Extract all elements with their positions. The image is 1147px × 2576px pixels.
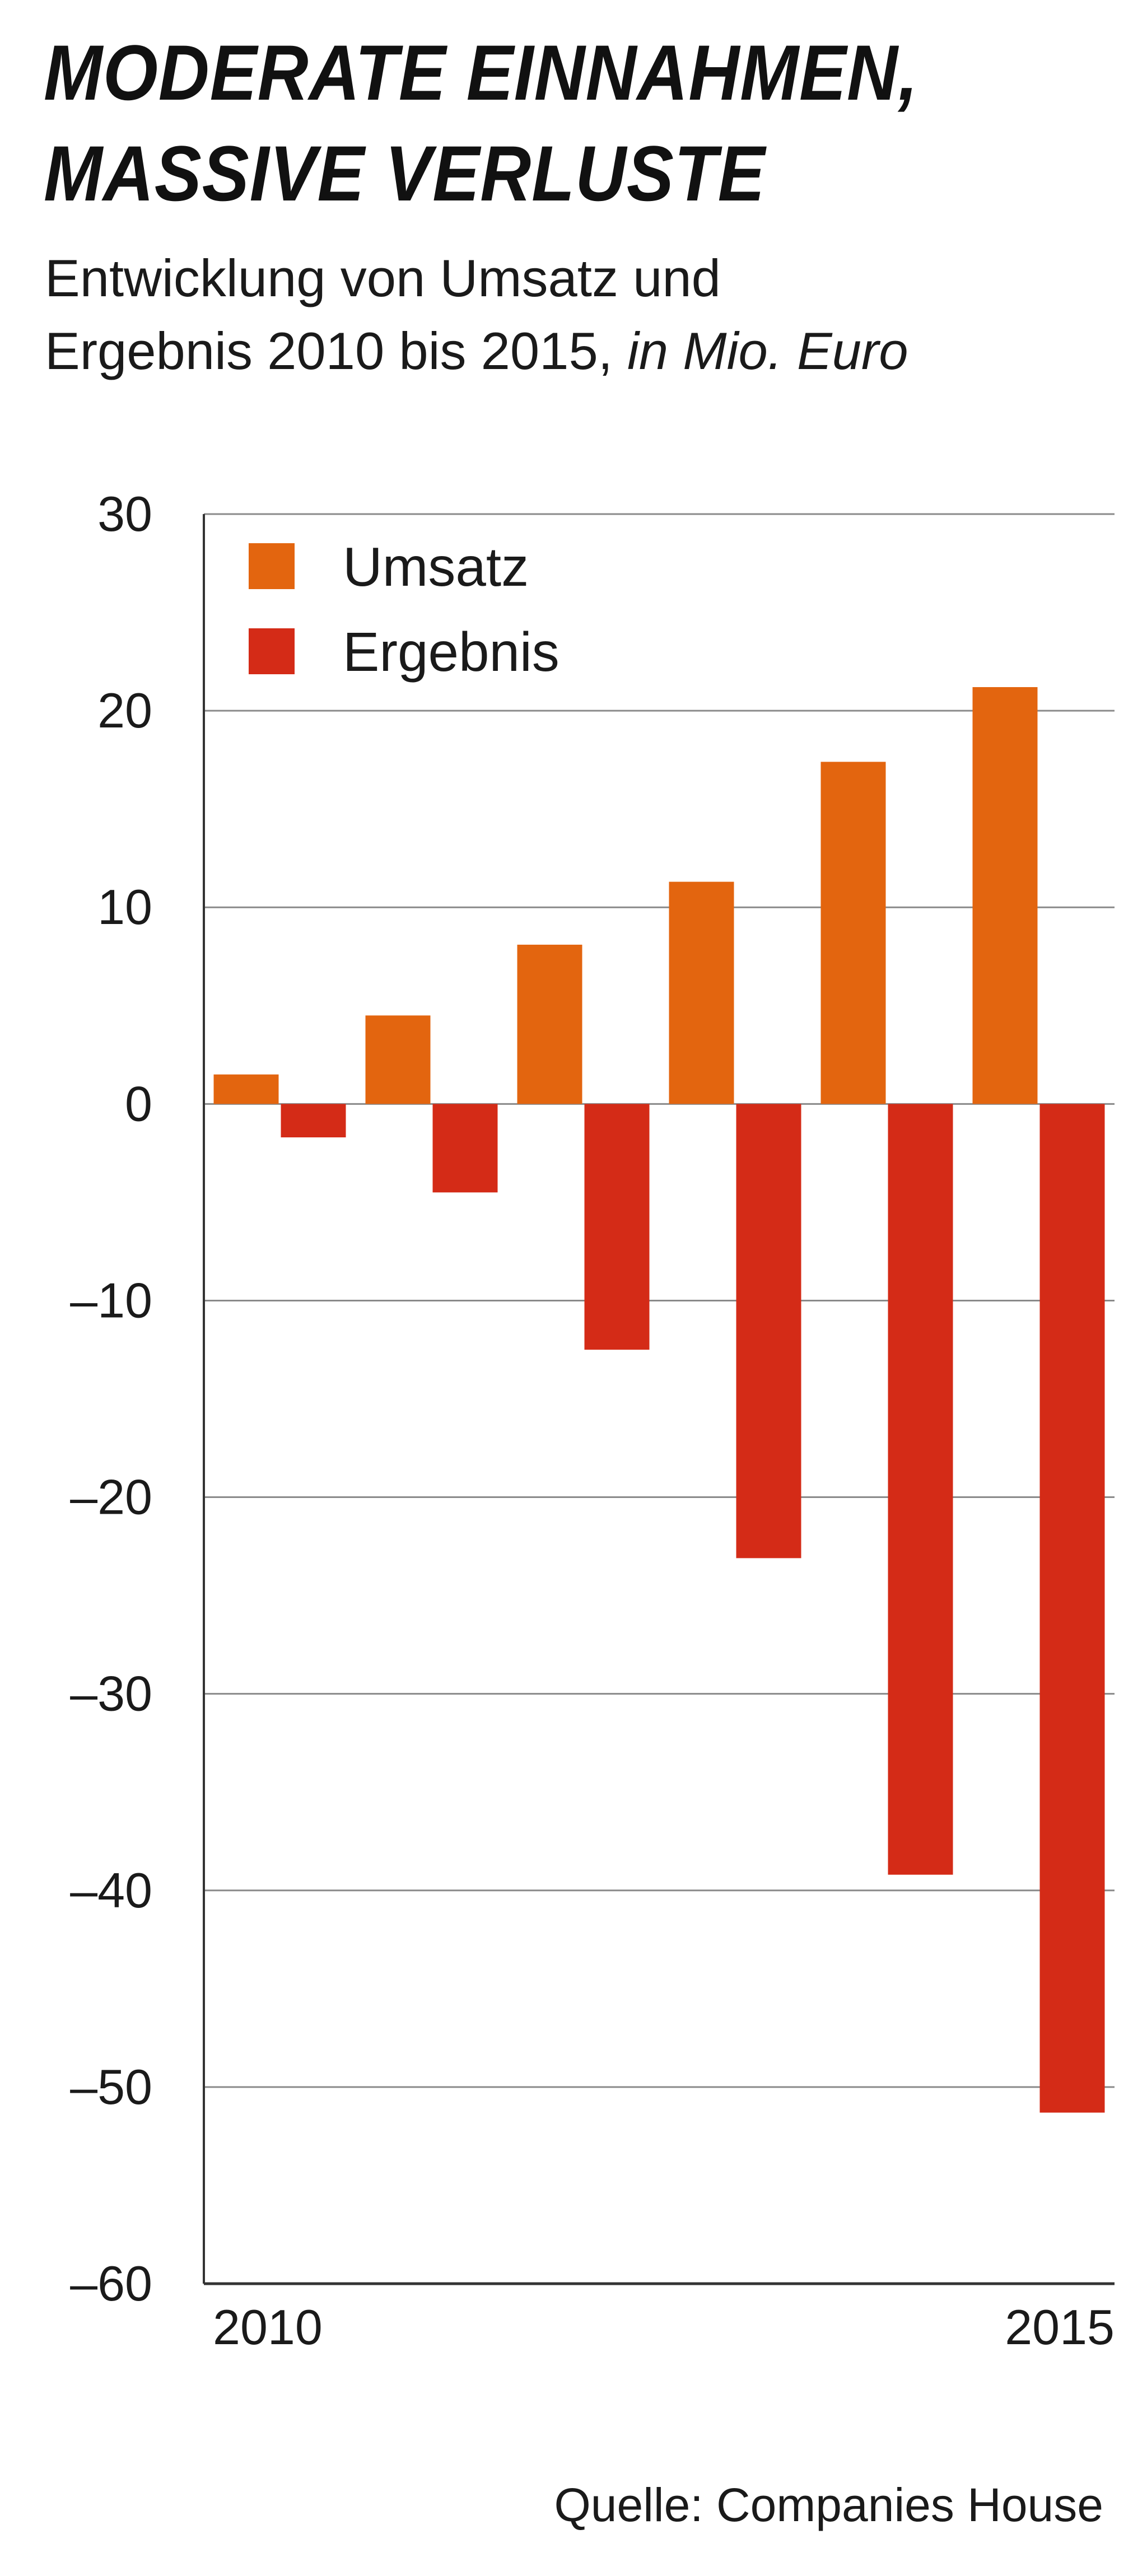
bar-umsatz xyxy=(972,687,1038,1104)
legend: Umsatz Ergebnis xyxy=(249,536,559,683)
chart-title-line-2: MASSIVE VERLUSTE xyxy=(44,129,766,217)
bar-ergebnis xyxy=(584,1104,650,1350)
bar-umsatz xyxy=(517,944,582,1104)
y-tick-label: –10 xyxy=(70,1272,152,1328)
y-tick-label: –40 xyxy=(70,1863,152,1918)
y-tick-label: 0 xyxy=(125,1076,152,1131)
bar-ergebnis xyxy=(281,1104,346,1138)
chart-unit-label: in Mio. Euro xyxy=(627,321,908,380)
y-tick-label: –60 xyxy=(70,2256,152,2311)
bar-umsatz xyxy=(213,1074,279,1104)
y-tick-label: 30 xyxy=(97,486,152,542)
legend-swatch xyxy=(249,628,295,674)
bar-umsatz xyxy=(365,1015,431,1104)
chart-subtitle-line-2: Ergebnis 2010 bis 2015, in Mio. Euro xyxy=(45,315,1109,388)
y-tick-label: –30 xyxy=(70,1666,152,1721)
bar-ergebnis xyxy=(736,1104,801,1558)
chart-subtitle: Entwicklung von Umsatz und Ergebnis 2010… xyxy=(45,242,1109,388)
chart-subtitle-text: Ergebnis 2010 bis 2015, xyxy=(45,321,613,380)
y-tick-label: 20 xyxy=(97,683,152,738)
y-tick-label: –50 xyxy=(70,2059,152,2115)
chart-title: MODERATE EINNAHMEN, MASSIVE VERLUSTE xyxy=(44,22,1001,224)
chart-title-line-1: MODERATE EINNAHMEN, xyxy=(44,29,918,116)
source-note: Quelle: Companies House xyxy=(554,2479,1103,2531)
x-tick-label: 2010 xyxy=(213,2299,323,2355)
bar-ergebnis xyxy=(888,1104,953,1875)
x-tick-label: 2015 xyxy=(1005,2299,1115,2355)
y-tick-label: 10 xyxy=(97,879,152,935)
bars xyxy=(213,687,1105,2113)
legend-label: Umsatz xyxy=(343,536,529,598)
legend-label: Ergebnis xyxy=(343,621,559,683)
y-tick-label: –20 xyxy=(70,1469,152,1525)
bar-ergebnis xyxy=(432,1104,498,1193)
bar-umsatz xyxy=(820,762,886,1104)
bar-ergebnis xyxy=(1039,1104,1105,2113)
legend-swatch xyxy=(249,543,295,589)
bar-umsatz xyxy=(669,881,734,1104)
chart-subtitle-line-1: Entwicklung von Umsatz und xyxy=(45,249,721,307)
axes xyxy=(203,514,1115,2285)
